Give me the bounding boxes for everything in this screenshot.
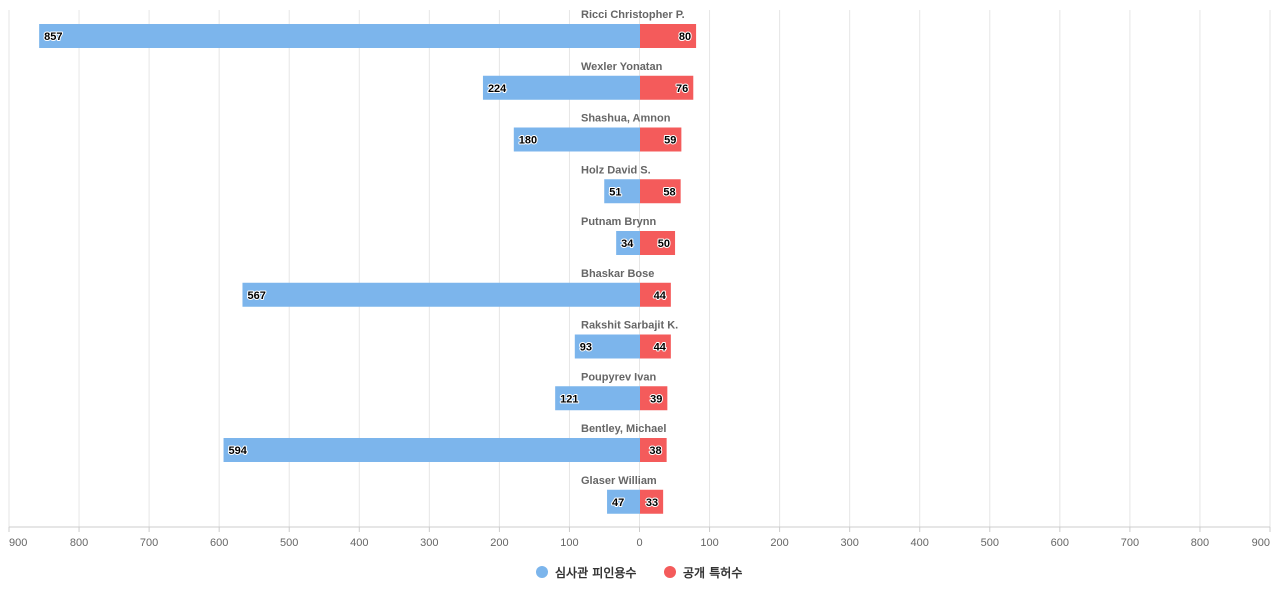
data-label-citations: 93 — [580, 342, 592, 354]
bar-citations[interactable] — [616, 231, 640, 255]
category-label: Putnam Brynn — [581, 216, 656, 228]
x-tick-label: 400 — [911, 537, 929, 549]
data-label-citations: 567 — [247, 290, 265, 302]
data-label-patents: 38 — [649, 445, 661, 457]
x-tick-label: 600 — [1051, 537, 1069, 549]
x-axis: 900 800 700 600 500 400 300 200 100 0 100 200 300 400… — [8, 526, 1271, 549]
x-tick-label: 500 — [981, 537, 999, 549]
data-label-patents: 39 — [650, 393, 662, 405]
bar-row: Holz David S. 51 58 — [581, 164, 681, 204]
bar-patents[interactable] — [640, 334, 671, 359]
bar-patents[interactable] — [640, 179, 681, 204]
bar-row: Bhaskar Bose 567 44 — [242, 268, 671, 307]
x-tick-label: 0 — [636, 537, 642, 549]
x-tick-label: 400 — [350, 537, 368, 549]
bar-patents[interactable] — [640, 127, 682, 152]
category-label: Glaser William — [581, 475, 657, 487]
bar-citations[interactable] — [242, 282, 640, 307]
data-label-patents: 50 — [658, 238, 670, 250]
bar-patents[interactable] — [640, 75, 694, 100]
bar-row: Shashua, Amnon 180 59 — [513, 113, 682, 152]
data-label-citations: 121 — [560, 393, 578, 405]
x-tick-label: 900 — [9, 537, 27, 549]
x-tick-label: 600 — [210, 537, 228, 549]
bar-row: Putnam Brynn 34 50 — [581, 216, 676, 255]
bar-row: Glaser William 47 33 — [581, 475, 664, 514]
bar-citations[interactable] — [482, 75, 640, 100]
bar-row: Rakshit Sarbajit K. 93 44 — [574, 320, 678, 359]
category-label: Ricci Christopher P. — [581, 9, 685, 21]
data-label-citations: 180 — [519, 135, 537, 147]
x-tick-label: 700 — [140, 537, 158, 549]
legend-label-citations: 심사관 피인용수 — [555, 565, 636, 580]
category-label: Shashua, Amnon — [581, 113, 671, 125]
data-label-citations: 857 — [44, 31, 62, 43]
data-label-patents: 76 — [676, 83, 688, 95]
x-tick-label: 100 — [700, 537, 718, 549]
bars: Ricci Christopher P. 857 80 Wexler Yonatan 2… — [39, 9, 697, 514]
data-label-patents: 44 — [654, 342, 667, 354]
category-label: Bhaskar Bose — [581, 268, 654, 280]
legend-item-citations[interactable]: 심사관 피인용수 — [536, 565, 636, 580]
data-label-citations: 51 — [609, 186, 621, 198]
x-tick-label: 300 — [840, 537, 858, 549]
data-label-patents: 80 — [679, 31, 691, 43]
data-label-citations: 47 — [612, 497, 624, 509]
category-label: Holz David S. — [581, 164, 651, 176]
bar-patents[interactable] — [640, 386, 668, 411]
legend-marker-citations — [536, 566, 548, 578]
data-label-patents: 44 — [654, 290, 667, 302]
data-label-patents: 33 — [646, 497, 658, 509]
data-label-citations: 34 — [621, 238, 634, 250]
bar-patents[interactable] — [640, 24, 697, 48]
data-label-patents: 59 — [664, 135, 676, 147]
x-tick-label: 800 — [1191, 537, 1209, 549]
x-tick-label: 900 — [1252, 537, 1270, 549]
bar-patents[interactable] — [640, 231, 676, 255]
bar-citations[interactable] — [604, 179, 640, 204]
legend: 심사관 피인용수 공개 특허수 — [536, 565, 742, 580]
x-tick-label: 200 — [490, 537, 508, 549]
bar-patents[interactable] — [640, 438, 667, 462]
x-tick-label: 200 — [770, 537, 788, 549]
legend-label-patents: 공개 특허수 — [683, 565, 742, 580]
bar-row: Bentley, Michael 594 38 — [223, 423, 667, 462]
bar-citations[interactable] — [223, 438, 641, 462]
grid — [8, 10, 1271, 527]
legend-marker-patents — [664, 566, 676, 578]
bar-patents[interactable] — [640, 489, 664, 514]
bar-row: Ricci Christopher P. 857 80 — [39, 9, 697, 48]
data-label-citations: 224 — [488, 83, 507, 95]
x-tick-label: 100 — [560, 537, 578, 549]
category-label: Wexler Yonatan — [581, 61, 663, 73]
bar-row: Wexler Yonatan 224 76 — [482, 61, 694, 100]
bar-citations[interactable] — [513, 127, 640, 152]
category-label: Rakshit Sarbajit K. — [581, 320, 678, 332]
x-tick-label: 500 — [280, 537, 298, 549]
legend-item-patents[interactable]: 공개 특허수 — [664, 565, 742, 580]
x-tick-label: 800 — [70, 537, 88, 549]
data-label-patents: 58 — [663, 186, 675, 198]
x-tick-label: 700 — [1121, 537, 1139, 549]
category-label: Poupyrev Ivan — [581, 371, 656, 383]
x-tick-label: 300 — [420, 537, 438, 549]
data-label-citations: 594 — [229, 445, 248, 457]
bar-citations[interactable] — [607, 489, 640, 514]
bar-citations[interactable] — [555, 386, 640, 411]
bar-citations[interactable] — [574, 334, 640, 359]
bar-patents[interactable] — [640, 282, 671, 307]
category-label: Bentley, Michael — [581, 423, 666, 435]
bar-citations[interactable] — [39, 24, 641, 48]
